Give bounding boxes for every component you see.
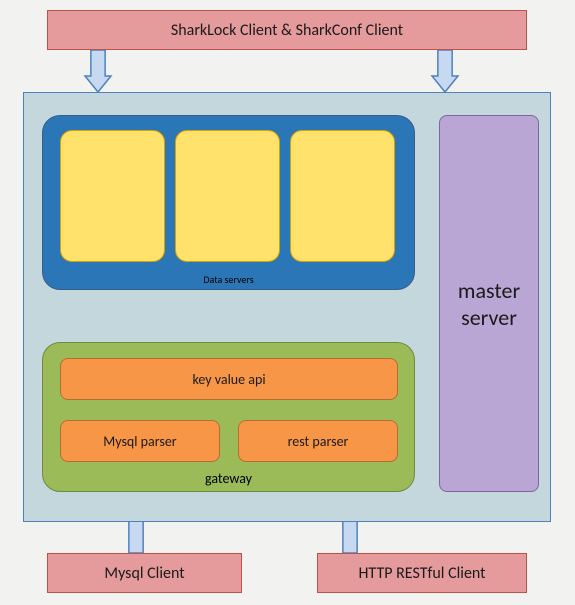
mysql-client-label: Mysql Client — [104, 564, 184, 583]
data-servers-label: Data servers — [42, 273, 415, 286]
master-server-label: master server — [458, 277, 520, 331]
key-value-api-label: key value api — [192, 371, 265, 388]
mysql-client-box: Mysql Client — [47, 553, 242, 593]
sharklock-client-label: SharkLock Client & SharkConf Client — [171, 21, 403, 40]
rest-parser-box: rest parser — [238, 420, 398, 462]
gateway-label: gateway — [42, 470, 415, 487]
http-client-label: HTTP RESTful Client — [358, 564, 485, 583]
http-client-box: HTTP RESTful Client — [317, 553, 527, 593]
sharklock-client-box: SharkLock Client & SharkConf Client — [47, 10, 527, 50]
mysql-parser-box: Mysql parser — [60, 420, 220, 462]
key-value-api-box: key value api — [60, 358, 398, 400]
mysql-parser-label: Mysql parser — [103, 433, 176, 450]
rest-parser-label: rest parser — [288, 433, 349, 450]
master-server-box: master server — [439, 115, 539, 492]
data-server-column-3 — [290, 130, 395, 262]
data-server-column-2 — [175, 130, 280, 262]
data-server-column-1 — [60, 130, 165, 262]
